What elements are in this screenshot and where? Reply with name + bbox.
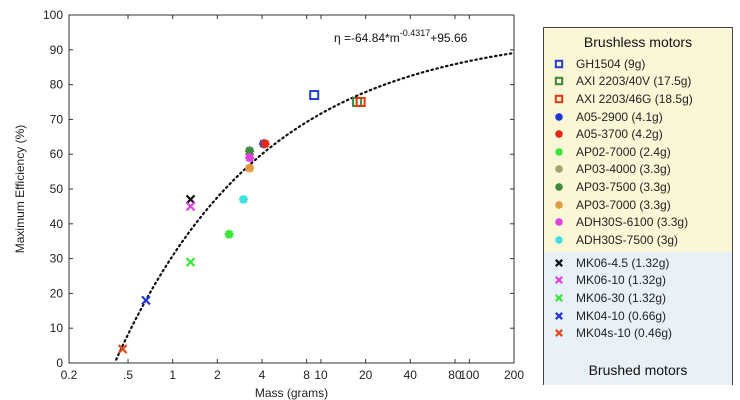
x-marker-icon [555,329,563,338]
x-tick-label: 80 [448,368,462,382]
y-tick-label: 90 [50,43,64,57]
data-point-adh30s-7500 [238,194,248,204]
y-tick-label: 40 [50,217,64,231]
x-tick-label: 20 [359,368,373,382]
legend-brushed-section: MK06-4.5 (1.32g) MK06-10 (1.32g) MK06-30 (… [544,252,732,385]
plot-area [68,14,515,364]
data-point-mk06-30 [185,257,196,267]
legend-item: GH1504 (9g) [550,55,693,73]
legend: Brushless motors GH1504 (9g) AXI 2203/40V… [543,27,733,385]
legend-item: AP03-7000 (3.3g) [550,196,693,214]
data-point-adh30s-6100 [245,153,255,163]
data-point-a05-3700 [260,139,270,149]
legend-item: AP02-7000 (2.4g) [550,143,693,161]
legend-item-label: A05-2900 (4.1g) [576,109,663,124]
legend-item-label: MK06-4.5 (1.32g) [576,255,670,270]
legend-item: AXI 2203/40V (17.5g) [550,73,693,91]
legend-item-label: MK04s-10 (0.46g) [576,326,673,341]
x-tick-label: 200 [504,368,524,382]
y-tick-label: 80 [50,78,64,92]
legend-item-label: MK04-10 (0.66g) [576,308,667,323]
legend-brushless-list: GH1504 (9g) AXI 2203/40V (17.5g) AXI 2203/… [550,55,693,249]
x-tick-label: 2 [214,368,221,382]
legend-item: AP03-7500 (3.3g) [550,178,693,196]
asterisk-marker-icon [555,165,563,174]
data-point-ap03-7000 [245,163,255,173]
y-tick-label: 50 [50,182,64,196]
data-point-gh1504 [309,90,320,101]
legend-item-label: MK06-10 (1.32g) [576,273,667,288]
data-point-ap02-7000 [224,229,234,239]
x-tick-label: 0.2 [61,368,78,382]
legend-item: MK04-10 (0.66g) [550,307,672,325]
legend-item: MK04s-10 (0.46g) [550,324,672,342]
fit-equation: η =-64.84*m-0.4317+95.66 [334,28,468,45]
data-point-axi [355,97,366,107]
legend-item: AXI 2203/46G (18.5g) [550,90,693,108]
data-point-mk06-4-5 [185,194,196,205]
legend-item-label: AP03-7500 (3.3g) [576,179,671,194]
y-axis-label: Maximum Efficiency (%) [13,125,27,253]
legend-item-label: AXI 2203/46G (18.5g) [576,91,693,106]
asterisk-marker-icon [555,130,563,138]
asterisk-marker-icon [555,236,563,244]
x-tick-label: 8 [303,368,310,382]
legend-item: AP03-4000 (3.3g) [550,161,693,179]
data-point-mk06-10 [185,201,196,212]
y-tick-label: 60 [50,147,64,161]
asterisk-marker-icon [555,200,563,209]
legend-brushed-list: MK06-4.5 (1.32g) MK06-10 (1.32g) MK06-30 (… [550,254,672,342]
legend-brushless-section: Brushless motors GH1504 (9g) AXI 2203/40V… [544,28,732,252]
data-point-ap03-7500 [245,146,255,156]
data-point-mk04s-10 [117,344,128,354]
x-tick-label: 100 [459,368,479,382]
asterisk-marker-icon [555,112,563,121]
x-marker-icon [555,311,563,320]
legend-item: MK06-10 (1.32g) [550,272,672,290]
y-tick-label: 70 [50,112,64,126]
legend-brushed-title: Brushed motors [588,362,688,378]
x-tick-label: .5 [123,368,133,382]
data-points [117,90,366,354]
y-tick-label: 0 [56,356,63,370]
legend-item-label: AP02-7000 (2.4g) [576,144,671,159]
x-tick-label: 10 [314,368,328,382]
legend-item: MK06-30 (1.32g) [550,289,672,307]
x-tick-label: 40 [404,368,418,382]
legend-brushless-title: Brushless motors [583,34,693,50]
legend-item-label: AP03-7000 (3.3g) [576,197,671,212]
legend-item: MK06-4.5 (1.32g) [550,254,672,272]
legend-item-label: ADH30S-7500 (3g) [576,232,679,247]
x-marker-icon [555,276,563,285]
legend-item-label: AP03-4000 (3.3g) [576,162,671,177]
legend-item-label: MK06-30 (1.32g) [576,290,667,305]
y-tick-label: 30 [50,252,64,266]
square-marker-icon [554,94,564,104]
asterisk-marker-icon [555,148,563,156]
legend-item: A05-3700 (4.2g) [550,125,693,143]
legend-item: A05-2900 (4.1g) [550,108,693,126]
y-tick-label: 20 [50,286,64,300]
fit-curve [115,51,516,361]
y-tick-label: 100 [43,8,63,22]
data-point-mk04-10 [141,295,151,306]
legend-item: ADH30S-7500 (3g) [550,231,693,249]
asterisk-marker-icon [555,218,563,226]
legend-item: ADH30S-6100 (3.3g) [550,213,693,231]
legend-item-label: GH1504 (9g) [576,56,646,71]
x-tick-label: 4 [259,368,266,382]
legend-item-label: A05-3700 (4.2g) [576,127,663,142]
legend-item-label: AXI 2203/40V (17.5g) [576,74,692,89]
square-marker-icon [554,77,564,86]
legend-item-label: ADH30S-6100 (3.3g) [576,215,689,230]
square-marker-icon [554,59,564,68]
x-tick-label: 1 [169,368,176,382]
asterisk-marker-icon [555,183,563,191]
y-tick-label: 10 [50,321,64,335]
x-marker-icon [555,258,563,267]
x-axis-label: Mass (grams) [255,386,328,400]
x-marker-icon [555,294,563,302]
